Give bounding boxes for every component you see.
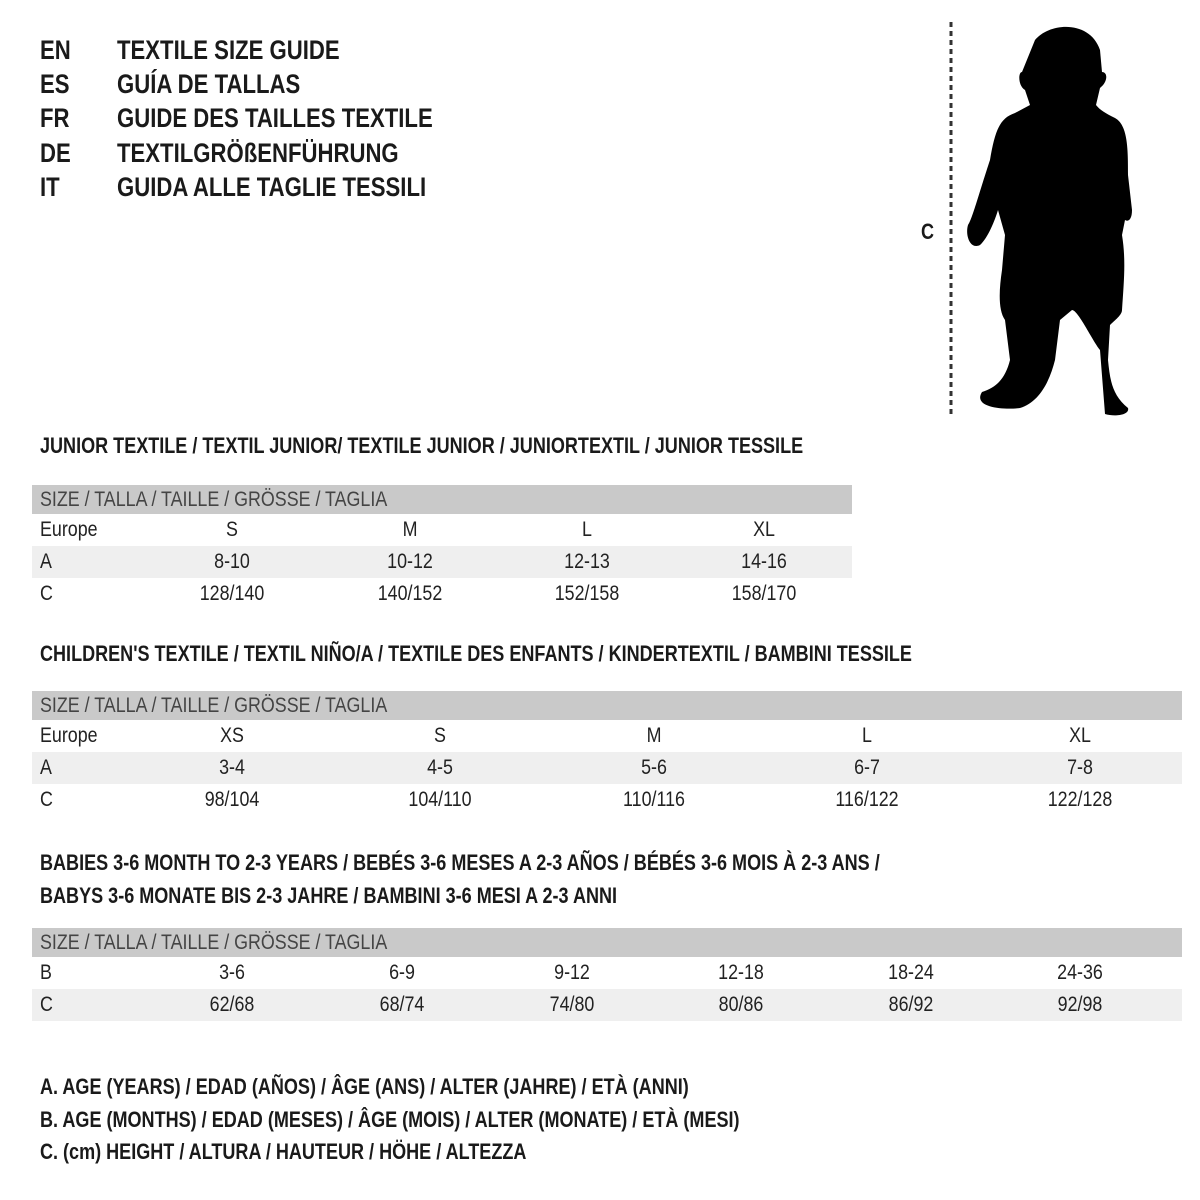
title-text: GUÍA DE TALLAS xyxy=(117,69,301,99)
lang-code: ES xyxy=(40,69,70,99)
table-row: A 8-10 10-12 12-13 14-16 xyxy=(32,546,852,578)
table-cell: 10-12 xyxy=(387,550,433,573)
lang-code: EN xyxy=(40,35,71,65)
table-cell: 152/158 xyxy=(554,582,620,605)
child-silhouette-icon xyxy=(949,22,1132,416)
section-heading: BABIES 3-6 MONTH TO 2-3 YEARS / BEBÉS 3-… xyxy=(40,850,880,875)
table-cell: XS xyxy=(220,724,244,747)
table-row: A 3-4 4-5 5-6 6-7 7-8 xyxy=(32,752,1182,784)
table-cell: 3-6 xyxy=(219,961,245,984)
section-heading: JUNIOR TEXTILE / TEXTIL JUNIOR/ TEXTILE … xyxy=(40,433,804,458)
title-text: GUIDE DES TAILLES TEXTILE xyxy=(117,103,433,133)
table-header: SIZE / TALLA / TAILLE / GRÖSSE / TAGLIA xyxy=(40,930,388,954)
table-cell: L xyxy=(582,518,592,541)
table-cell: 24-36 xyxy=(1057,961,1103,984)
table-row: B 3-6 6-9 9-12 12-18 18-24 24-36 xyxy=(32,957,1182,989)
legend-line: C. (cm) HEIGHT / ALTURA / HAUTEUR / HÖHE… xyxy=(40,1139,527,1164)
size-table: SIZE / TALLA / TAILLE / GRÖSSE / TAGLIA E… xyxy=(32,485,852,610)
table-header-row: SIZE / TALLA / TAILLE / GRÖSSE / TAGLIA xyxy=(32,485,852,514)
table-cell: 18-24 xyxy=(888,961,934,984)
section-heading: CHILDREN'S TEXTILE / TEXTIL NIÑO/A / TEX… xyxy=(40,641,912,666)
title-text: TEXTILE SIZE GUIDE xyxy=(117,35,340,65)
table-cell: 4-5 xyxy=(427,756,453,779)
table-cell: 128/140 xyxy=(199,582,265,605)
row-label: B xyxy=(40,961,52,984)
table-cell: 116/122 xyxy=(835,788,899,811)
table-header-row: SIZE / TALLA / TAILLE / GRÖSSE / TAGLIA xyxy=(32,691,1182,720)
table-row: Europe S M L XL xyxy=(32,514,852,546)
row-label: C xyxy=(40,788,53,811)
table-cell: 6-9 xyxy=(389,961,415,984)
table-row: C 62/68 68/74 74/80 80/86 86/92 92/98 xyxy=(32,989,1182,1021)
table-cell: 7-8 xyxy=(1067,756,1093,779)
table-cell: S xyxy=(434,724,446,747)
table-header: SIZE / TALLA / TAILLE / GRÖSSE / TAGLIA xyxy=(40,693,388,717)
table-cell: 74/80 xyxy=(549,993,595,1016)
table-cell: 92/98 xyxy=(1057,993,1103,1016)
height-label: C xyxy=(921,219,935,244)
table-header-row: SIZE / TALLA / TAILLE / GRÖSSE / TAGLIA xyxy=(32,928,1182,957)
table-cell: 110/116 xyxy=(623,788,685,811)
table-cell: S xyxy=(226,518,238,541)
table-cell: 158/170 xyxy=(731,582,797,605)
table-cell: M xyxy=(646,724,662,747)
row-label: Europe xyxy=(40,518,98,541)
title-text: TEXTILGRÖßENFÜHRUNG xyxy=(117,138,399,168)
table-cell: 98/104 xyxy=(204,788,260,811)
table-row: Europe XS S M L XL xyxy=(32,720,1182,752)
row-label: C xyxy=(40,582,53,605)
lang-code: FR xyxy=(40,103,70,133)
table-cell: 12-13 xyxy=(564,550,610,573)
title-text: GUIDA ALLE TAGLIE TESSILI xyxy=(117,172,427,202)
legend-line: B. AGE (MONTHS) / EDAD (MESES) / ÂGE (MO… xyxy=(40,1107,740,1132)
table-cell: 6-7 xyxy=(854,756,880,779)
size-table: SIZE / TALLA / TAILLE / GRÖSSE / TAGLIA B… xyxy=(32,928,1182,1021)
table-cell: 122/128 xyxy=(1047,788,1113,811)
table-cell: 5-6 xyxy=(641,756,667,779)
table-cell: M xyxy=(402,518,418,541)
row-label: A xyxy=(40,756,52,779)
legend-line: A. AGE (YEARS) / EDAD (AÑOS) / ÂGE (ANS)… xyxy=(40,1074,689,1099)
table-row: C 128/140 140/152 152/158 158/170 xyxy=(32,578,852,610)
table-header: SIZE / TALLA / TAILLE / GRÖSSE / TAGLIA xyxy=(40,487,388,511)
table-cell: 3-4 xyxy=(219,756,245,779)
table-cell: 62/68 xyxy=(209,993,255,1016)
table-cell: 104/110 xyxy=(408,788,472,811)
table-cell: 68/74 xyxy=(379,993,425,1016)
row-label: C xyxy=(40,993,53,1016)
section-heading: BABYS 3-6 MONATE BIS 2-3 JAHRE / BAMBINI… xyxy=(40,883,618,908)
table-cell: 140/152 xyxy=(377,582,443,605)
table-cell: 80/86 xyxy=(718,993,764,1016)
table-cell: 9-12 xyxy=(554,961,590,984)
table-cell: 86/92 xyxy=(888,993,934,1016)
table-cell: XL xyxy=(753,518,775,541)
lang-code: DE xyxy=(40,138,71,168)
table-cell: L xyxy=(862,724,872,747)
table-cell: 8-10 xyxy=(214,550,250,573)
row-label: Europe xyxy=(40,724,98,747)
table-cell: XL xyxy=(1069,724,1091,747)
table-row: C 98/104 104/110 110/116 116/122 122/128 xyxy=(32,784,1182,816)
row-label: A xyxy=(40,550,52,573)
table-cell: 14-16 xyxy=(741,550,787,573)
lang-code: IT xyxy=(40,172,60,202)
table-cell: 12-18 xyxy=(718,961,764,984)
size-table: SIZE / TALLA / TAILLE / GRÖSSE / TAGLIA E… xyxy=(32,691,1182,816)
